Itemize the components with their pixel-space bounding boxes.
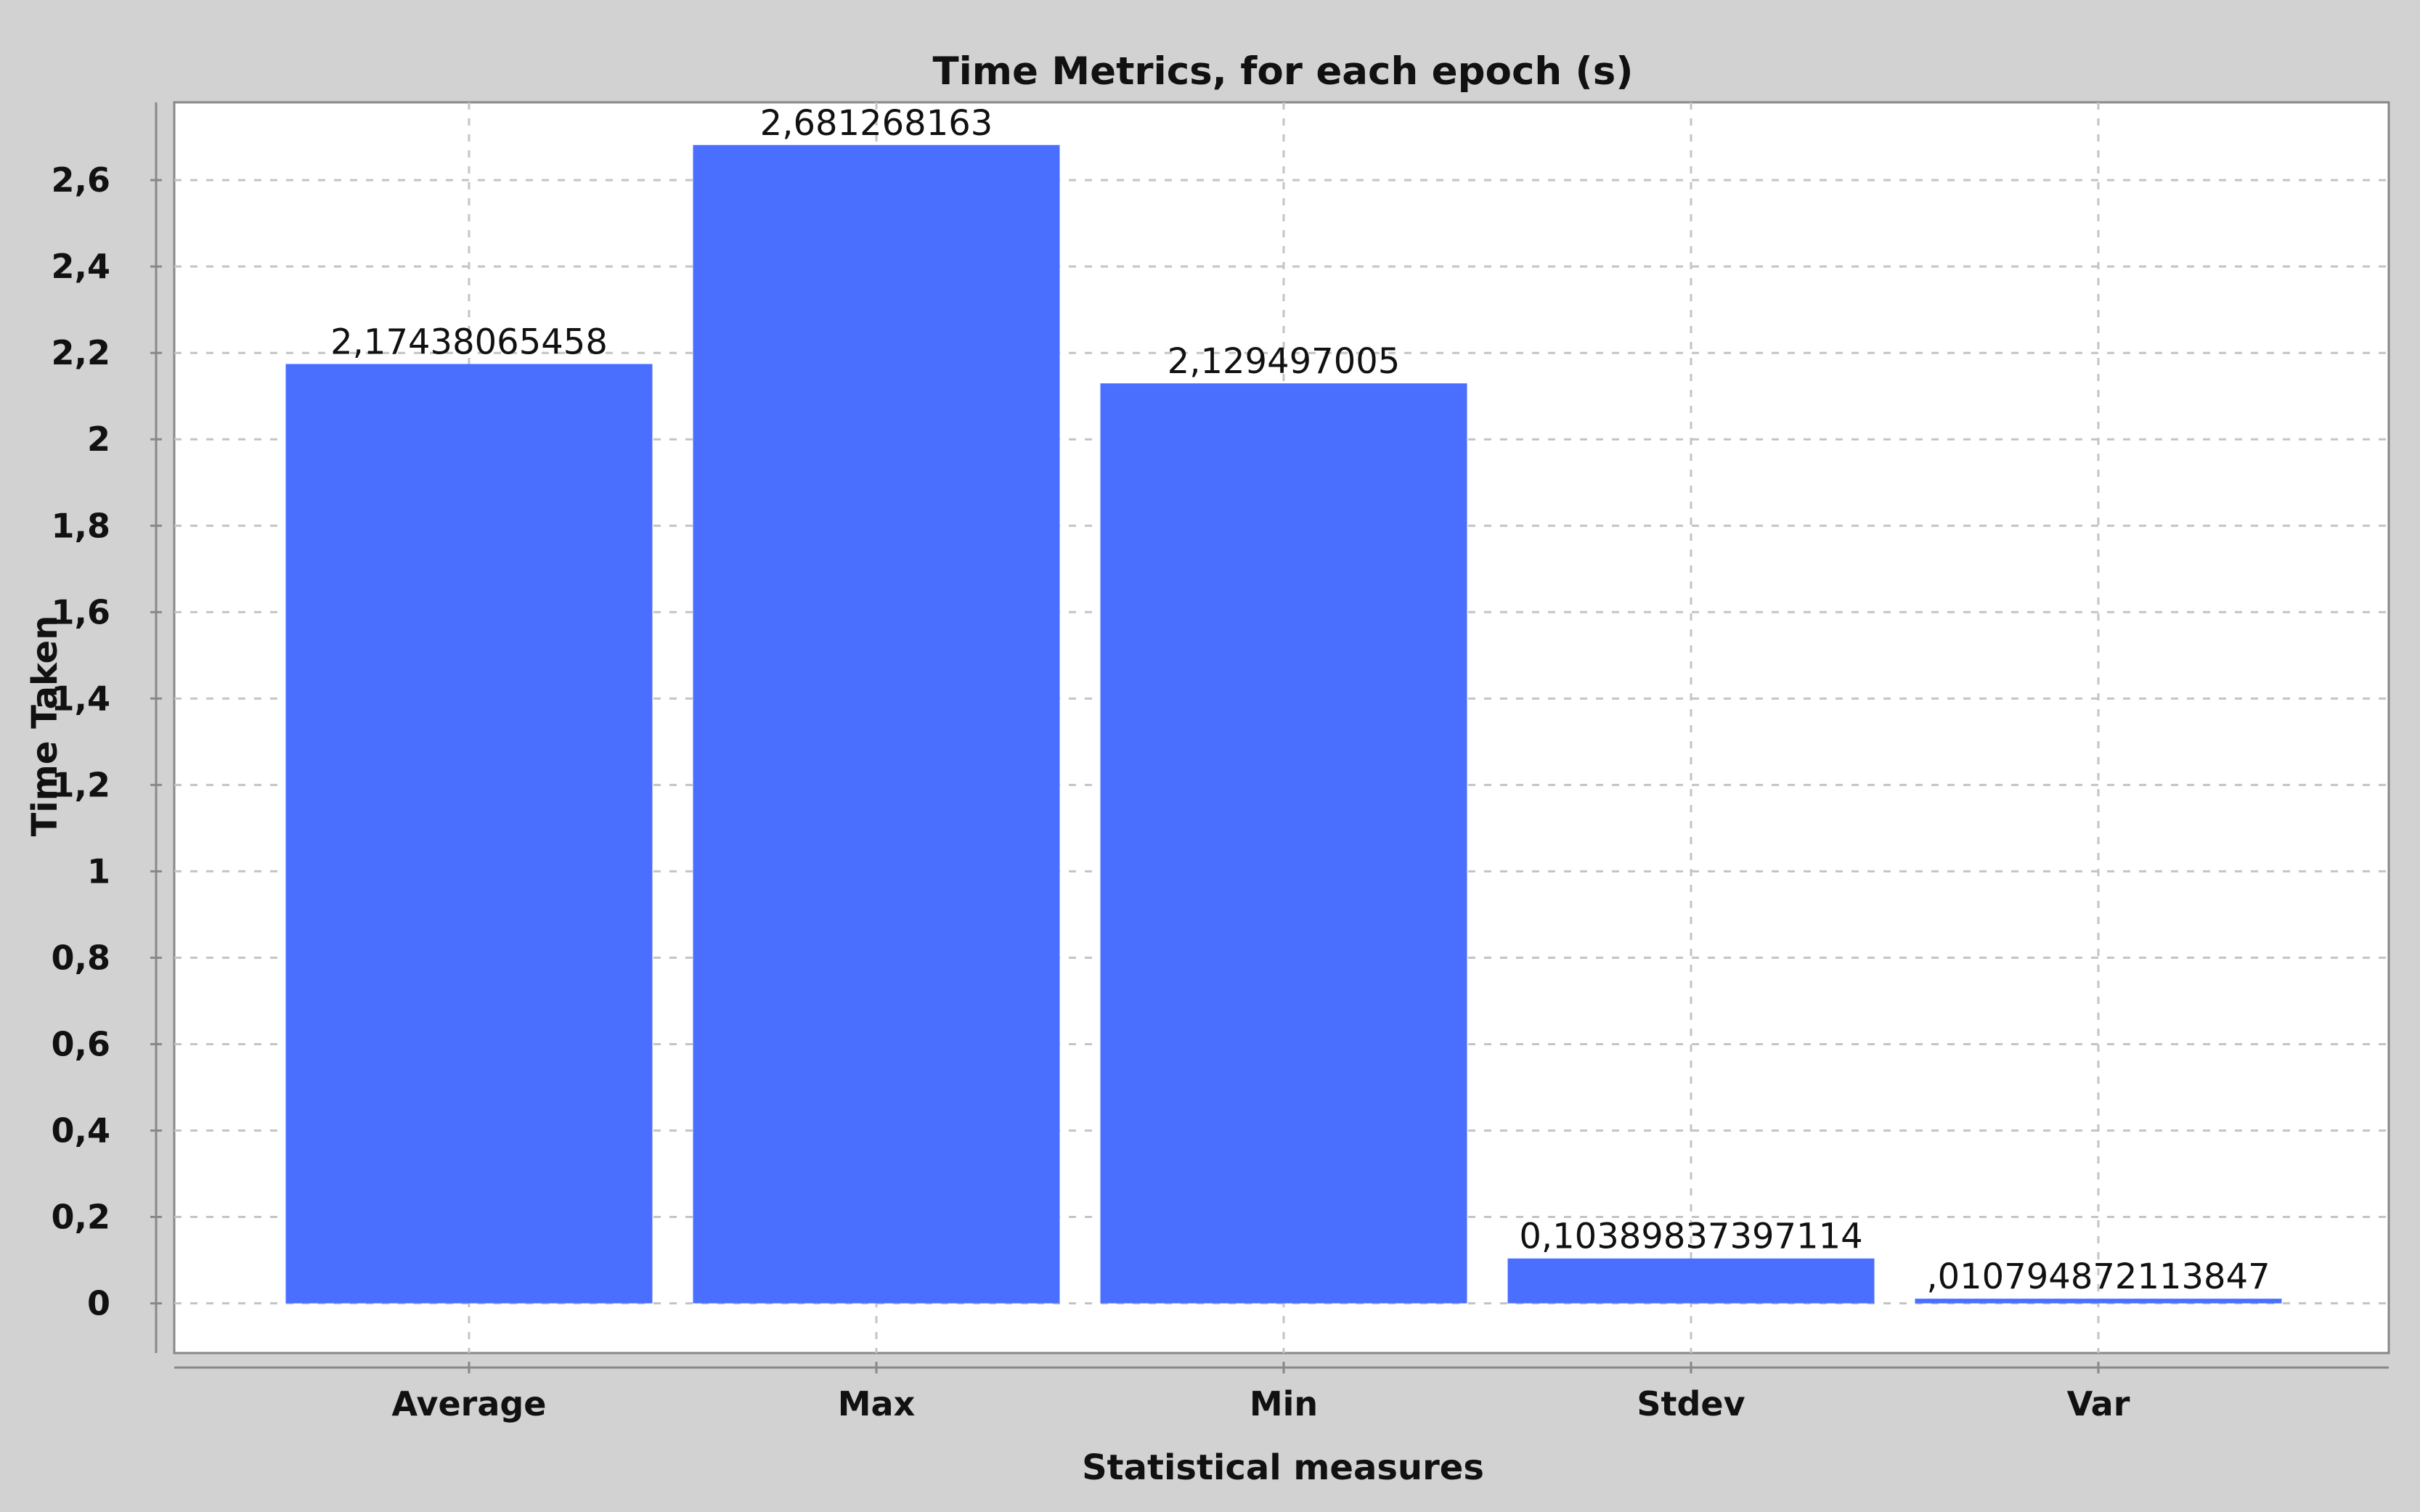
x-tick-label: Stdev: [1637, 1384, 1745, 1423]
data-label: 2,129497005: [1168, 341, 1401, 382]
x-axis-label: Statistical measures: [1082, 1447, 1484, 1488]
x-tick-label: Var: [2067, 1384, 2130, 1423]
y-tick-label: 1,6: [52, 592, 111, 632]
x-tick-label: Average: [392, 1384, 547, 1423]
y-tick-label: 2,4: [52, 247, 111, 286]
x-axis: Average Max Min Stdev Var: [174, 1362, 2389, 1423]
bar-min: [1100, 383, 1467, 1304]
y-tick-label: 2,2: [52, 333, 111, 372]
y-axis: 0 0,2 0,4 0,6 0,8 1 1,2 1,4 1,6 1,8 2 2,2 2,4 2,6: [52, 102, 162, 1353]
bar-average: [285, 364, 653, 1304]
y-tick-label: 1,8: [52, 506, 111, 545]
y-tick-label: 0,8: [52, 938, 111, 977]
y-tick-label: 1,4: [52, 679, 111, 718]
y-tick-label: 0,4: [52, 1111, 111, 1150]
x-tick-label: Max: [838, 1384, 916, 1423]
bar-stdev: [1507, 1258, 1875, 1304]
bars: [285, 144, 2282, 1304]
x-tick-label: Min: [1250, 1384, 1318, 1423]
bar-var: [1915, 1299, 2282, 1304]
y-tick-label: 2: [87, 420, 110, 459]
y-tick-label: 1: [87, 851, 110, 891]
y-tick-label: 2,6: [52, 160, 111, 200]
bar-max: [693, 144, 1060, 1304]
data-label: ,010794872113847: [1926, 1256, 2270, 1297]
y-axis-label: Time Taken: [25, 616, 65, 837]
data-label: 2,681268163: [760, 103, 993, 144]
chart-title: Time Metrics, for each epoch (s): [932, 49, 1633, 94]
y-tick-label: 0,6: [52, 1024, 111, 1063]
data-labels: 2,17438065458 2,681268163 2,129497005 0,103…: [330, 103, 2270, 1297]
data-label: 0,10389837397114: [1519, 1217, 1862, 1257]
y-tick-label: 1,2: [52, 765, 111, 804]
y-tick-label: 0: [87, 1284, 110, 1323]
y-tick-label: 0,2: [52, 1198, 111, 1237]
data-label: 2,17438065458: [330, 322, 608, 362]
